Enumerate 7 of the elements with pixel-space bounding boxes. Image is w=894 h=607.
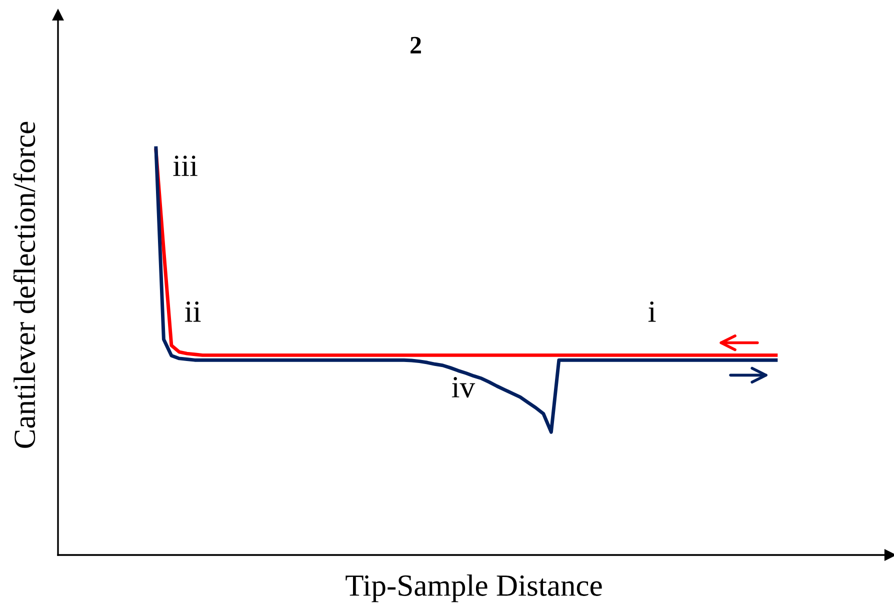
annotation: iii [173, 156, 198, 176]
annotation: ii [184, 301, 201, 322]
annotation: i [648, 301, 656, 322]
annotation: iv [452, 377, 476, 398]
chart-title: 2 [410, 36, 421, 54]
x-axis-title: Tip-Sample Distance [346, 574, 602, 602]
y-axis-title: Cantilever deflection/force [13, 122, 36, 448]
